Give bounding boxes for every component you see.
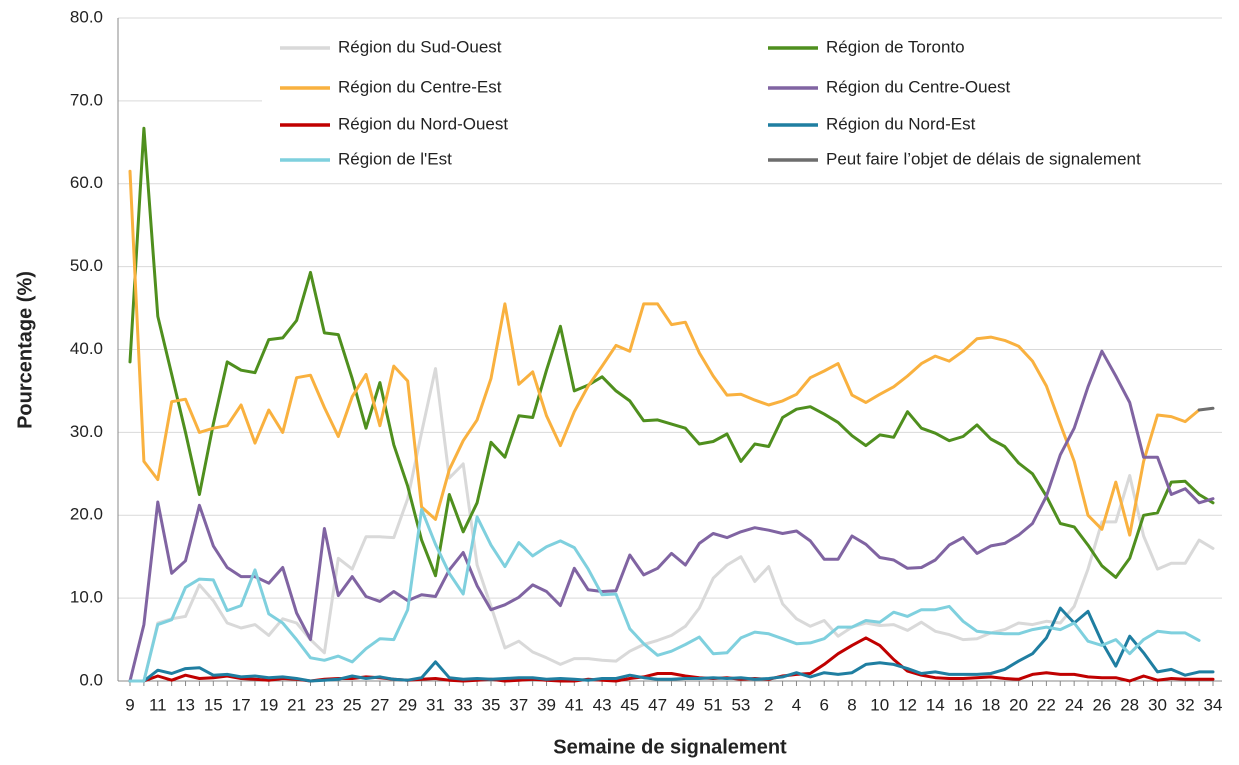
- series-line: [128, 349, 1215, 683]
- x-tick-label: 47: [648, 695, 667, 714]
- x-tick-label: 49: [676, 695, 695, 714]
- x-tick-label: 18: [981, 695, 1000, 714]
- x-tick-label: 2: [764, 695, 773, 714]
- x-tick-label: 14: [926, 695, 945, 714]
- series-line: [128, 606, 1215, 683]
- y-tick-label: 40.0: [70, 339, 103, 358]
- y-tick-label: 60.0: [70, 173, 103, 192]
- y-tick-label: 10.0: [70, 588, 103, 607]
- x-tick-label: 13: [176, 695, 195, 714]
- x-tick-label: 11: [149, 695, 167, 714]
- series-line: [128, 507, 1201, 683]
- series-line: [128, 169, 1201, 537]
- x-tick-label: 53: [731, 695, 750, 714]
- series-line: [128, 636, 1215, 683]
- x-tick-label: 23: [315, 695, 334, 714]
- legend-label: Région du Centre-Est: [338, 77, 502, 96]
- x-tick-label: 16: [954, 695, 973, 714]
- x-tick-label: 45: [620, 695, 639, 714]
- x-tick-label: 51: [704, 695, 723, 714]
- x-tick-label: 8: [847, 695, 856, 714]
- x-tick-label: 21: [287, 695, 306, 714]
- legend-background: [262, 30, 1222, 178]
- legend-label: Région de Toronto: [826, 37, 965, 56]
- x-tick-label: 27: [370, 695, 389, 714]
- x-tick-label: 12: [898, 695, 917, 714]
- x-tick-label: 4: [792, 695, 801, 714]
- x-tick-label: 33: [454, 695, 473, 714]
- y-tick-label: 80.0: [70, 7, 103, 26]
- x-tick-label: 37: [509, 695, 528, 714]
- x-tick-label: 28: [1120, 695, 1139, 714]
- legend-label: Peut faire l’objet de délais de signalem…: [826, 149, 1141, 168]
- x-tick-label: 17: [232, 695, 251, 714]
- x-tick-label: 24: [1065, 695, 1084, 714]
- x-tick-label: 25: [343, 695, 362, 714]
- x-tick-label: 26: [1092, 695, 1111, 714]
- x-tick-label: 9: [125, 695, 134, 714]
- y-tick-label: 50.0: [70, 256, 103, 275]
- series-line: [1197, 406, 1215, 412]
- x-tick-label: 39: [537, 695, 556, 714]
- y-tick-label: 70.0: [70, 90, 103, 109]
- x-tick-label: 20: [1009, 695, 1028, 714]
- x-tick-label: 43: [593, 695, 612, 714]
- x-tick-label: 30: [1148, 695, 1167, 714]
- y-axis-title: Pourcentage (%): [14, 271, 36, 429]
- x-tick-label: 19: [259, 695, 278, 714]
- legend-label: Région du Sud-Ouest: [338, 37, 502, 56]
- legend-label: Région du Centre-Ouest: [826, 77, 1011, 96]
- x-tick-label: 6: [819, 695, 828, 714]
- x-axis-title: Semaine de signalement: [553, 736, 787, 758]
- x-tick-label: 29: [398, 695, 417, 714]
- y-tick-label: 30.0: [70, 422, 103, 441]
- x-tick-label: 10: [870, 695, 889, 714]
- x-tick-label: 35: [482, 695, 501, 714]
- legend-label: Région de l'Est: [338, 149, 452, 168]
- x-tick-label: 15: [204, 695, 223, 714]
- x-tick-label: 32: [1176, 695, 1195, 714]
- x-tick-label: 22: [1037, 695, 1056, 714]
- x-tick-label: 41: [565, 695, 584, 714]
- legend-label: Région du Nord-Est: [826, 114, 976, 133]
- y-tick-label: 0.0: [79, 670, 103, 689]
- y-tick-label: 20.0: [70, 505, 103, 524]
- legend-label: Région du Nord-Ouest: [338, 114, 508, 133]
- x-tick-label: 31: [426, 695, 445, 714]
- x-tick-label: 34: [1204, 695, 1223, 714]
- series-line: [128, 126, 1215, 579]
